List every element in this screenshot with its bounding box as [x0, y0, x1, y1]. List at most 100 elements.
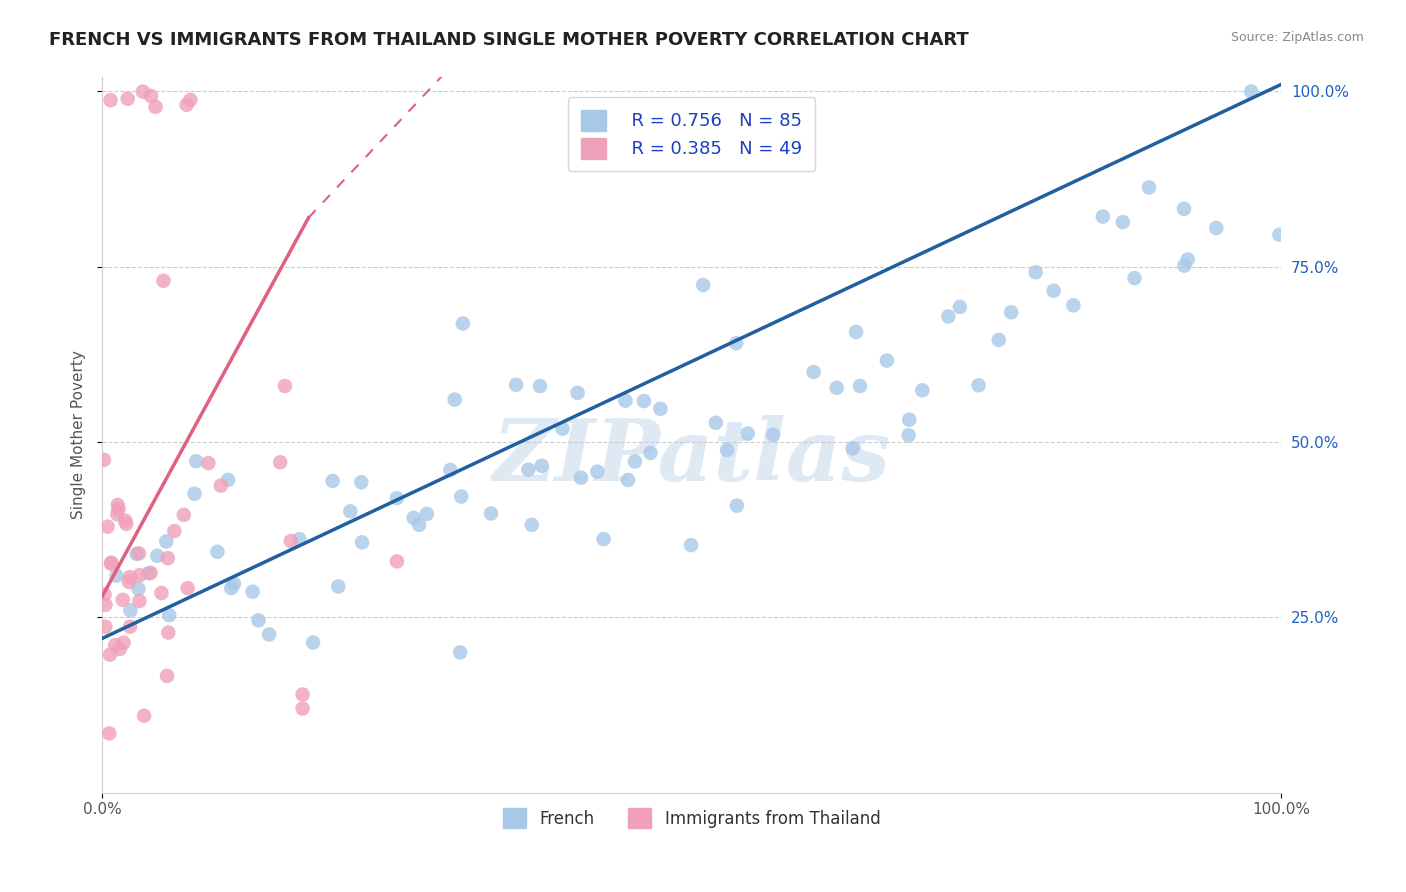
Immigrants from Thailand: [132, 708, 155, 723]
French: [1137, 180, 1160, 194]
French: [650, 401, 672, 416]
Immigrants from Thailand: [197, 456, 219, 470]
Immigrants from Thailand: [118, 574, 141, 589]
French: [517, 463, 540, 477]
French: [592, 532, 614, 546]
Immigrants from Thailand: [105, 507, 128, 521]
French: [183, 487, 205, 501]
French: [845, 325, 868, 339]
French: [898, 412, 921, 426]
French: [1177, 252, 1199, 267]
French: [247, 613, 270, 627]
French: [1173, 259, 1195, 273]
French: [350, 475, 373, 490]
French: [551, 422, 574, 436]
French: [716, 442, 738, 457]
Immigrants from Thailand: [139, 89, 162, 103]
French: [449, 645, 471, 659]
French: [479, 507, 502, 521]
French: [640, 446, 662, 460]
Immigrants from Thailand: [118, 620, 141, 634]
French: [443, 392, 465, 407]
French: [762, 427, 785, 442]
French: [302, 635, 325, 649]
French: [876, 353, 898, 368]
French: [450, 490, 472, 504]
French: [138, 566, 160, 581]
Immigrants from Thailand: [100, 557, 122, 571]
French: [257, 627, 280, 641]
Immigrants from Thailand: [115, 516, 138, 531]
French: [385, 491, 408, 505]
French: [704, 416, 727, 430]
Immigrants from Thailand: [94, 620, 117, 634]
Text: ZIPatlas: ZIPatlas: [492, 415, 891, 499]
French: [439, 463, 461, 477]
French: [633, 394, 655, 409]
French: [105, 568, 128, 582]
French: [350, 535, 373, 549]
French: [157, 608, 180, 623]
French: [339, 504, 361, 518]
Immigrants from Thailand: [128, 568, 150, 582]
Text: Source: ZipAtlas.com: Source: ZipAtlas.com: [1230, 31, 1364, 45]
French: [567, 385, 589, 400]
French: [725, 336, 748, 351]
Immigrants from Thailand: [107, 498, 129, 512]
Immigrants from Thailand: [280, 534, 302, 549]
Immigrants from Thailand: [176, 97, 198, 112]
French: [184, 454, 207, 468]
French: [451, 317, 474, 331]
Immigrants from Thailand: [156, 669, 179, 683]
Immigrants from Thailand: [269, 455, 291, 469]
Legend: French, Immigrants from Thailand: French, Immigrants from Thailand: [496, 802, 887, 834]
French: [681, 538, 703, 552]
French: [803, 365, 825, 379]
Immigrants from Thailand: [118, 570, 141, 584]
French: [1112, 215, 1135, 229]
Immigrants from Thailand: [100, 93, 122, 107]
French: [155, 534, 177, 549]
French: [1000, 305, 1022, 319]
French: [530, 458, 553, 473]
French: [841, 442, 863, 456]
Immigrants from Thailand: [139, 566, 162, 580]
French: [737, 426, 759, 441]
Immigrants from Thailand: [179, 93, 201, 107]
French: [1123, 271, 1146, 285]
French: [692, 277, 714, 292]
French: [416, 507, 439, 521]
Immigrants from Thailand: [104, 638, 127, 652]
French: [505, 377, 527, 392]
Immigrants from Thailand: [98, 726, 121, 740]
Immigrants from Thailand: [274, 379, 297, 393]
French: [408, 517, 430, 532]
Immigrants from Thailand: [152, 274, 174, 288]
Immigrants from Thailand: [93, 453, 115, 467]
Immigrants from Thailand: [176, 581, 198, 595]
French: [1240, 85, 1263, 99]
Immigrants from Thailand: [150, 586, 173, 600]
Immigrants from Thailand: [94, 598, 117, 612]
French: [1091, 210, 1114, 224]
Immigrants from Thailand: [117, 92, 139, 106]
French: [938, 310, 960, 324]
Immigrants from Thailand: [291, 701, 314, 715]
Immigrants from Thailand: [98, 648, 121, 662]
Immigrants from Thailand: [108, 641, 131, 656]
French: [725, 499, 748, 513]
Immigrants from Thailand: [156, 551, 179, 566]
French: [207, 545, 229, 559]
Immigrants from Thailand: [100, 556, 122, 570]
Immigrants from Thailand: [114, 514, 136, 528]
Immigrants from Thailand: [97, 519, 120, 533]
Immigrants from Thailand: [128, 594, 150, 608]
French: [949, 300, 972, 314]
French: [617, 473, 640, 487]
French: [569, 471, 592, 485]
Immigrants from Thailand: [107, 502, 129, 516]
Y-axis label: Single Mother Poverty: Single Mother Poverty: [72, 351, 86, 519]
Immigrants from Thailand: [385, 554, 408, 568]
French: [328, 580, 350, 594]
French: [1062, 298, 1084, 312]
